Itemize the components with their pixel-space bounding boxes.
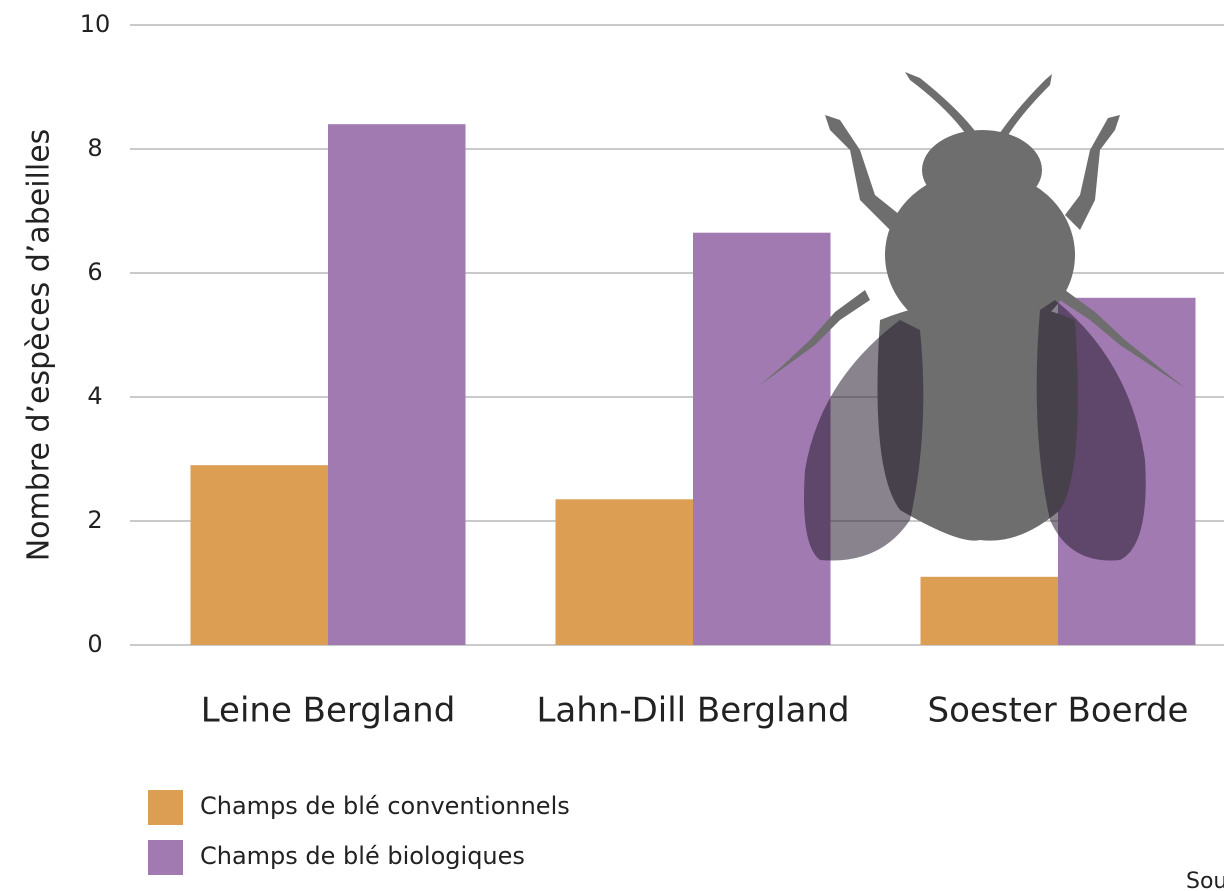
- labels: 0 2 4 6 8 10 Leine Bergland Lahn-Dill Bergland S…: [80, 10, 1189, 875]
- y-axis-label: Nombre d’espèces d’abeilles: [22, 129, 57, 562]
- bars: [190, 124, 1196, 645]
- x-tick-label: Lahn-Dill Bergland: [536, 691, 849, 731]
- bar: [328, 124, 466, 645]
- y-tick-label: 6: [87, 258, 102, 286]
- bar: [693, 232, 831, 645]
- y-tick-label: 0: [87, 630, 102, 658]
- legend-swatch: [148, 840, 183, 875]
- legend-swatch: [148, 790, 183, 825]
- x-tick-label: Leine Bergland: [201, 691, 456, 731]
- legend-label: Champs de blé conventionnels: [200, 792, 570, 820]
- bee-silhouette: [760, 72, 1185, 561]
- y-tick-label: 8: [87, 134, 102, 162]
- y-tick-label: 10: [80, 10, 111, 38]
- x-tick-label: Soester Boerde: [928, 691, 1189, 731]
- y-tick-label: 4: [87, 382, 102, 410]
- legend-label: Champs de blé biologiques: [200, 842, 525, 870]
- source: Sou: [1186, 869, 1224, 891]
- bar: [190, 465, 328, 645]
- bar: [920, 576, 1058, 645]
- y-tick-label: 2: [87, 506, 102, 534]
- bar: [555, 499, 693, 645]
